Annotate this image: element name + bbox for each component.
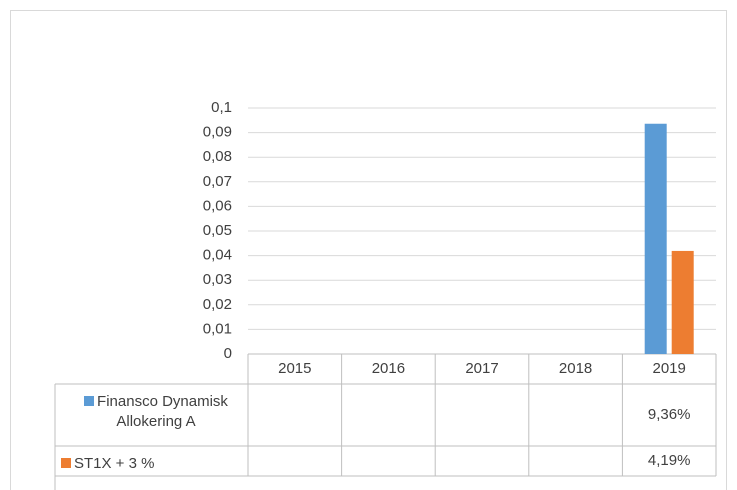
x-tick-label: 2017 [465,360,498,377]
y-tick-label: 0,04 [203,247,232,264]
legend-swatch [61,458,71,468]
legend-label: ST1X + 3 % [74,455,155,472]
y-tick-label: 0,07 [203,173,232,190]
y-tick-label: 0,08 [203,148,232,165]
y-tick-label: 0,1 [211,99,232,116]
x-tick-label: 2019 [653,360,686,377]
x-tick-label: 2016 [372,360,405,377]
legend-swatch [84,396,95,406]
chart-frame [10,10,727,490]
y-tick-label: 0,03 [203,271,232,288]
y-tick-label: 0,02 [203,296,232,313]
x-tick-label: 2015 [278,360,311,377]
legend-label: Finansco Dynamisk Allokering A [97,393,228,430]
bar [644,123,667,354]
y-tick-label: 0,09 [203,124,232,141]
legend-entry: ST1X + 3 % [61,454,251,474]
bar [671,250,694,354]
y-tick-label: 0,05 [203,222,232,239]
y-tick-label: 0 [224,345,232,362]
legend-entry: Finansco Dynamisk Allokering A [61,392,251,432]
table-value: 4,19% [648,452,691,469]
y-tick-label: 0,06 [203,197,232,214]
x-tick-label: 2018 [559,360,592,377]
y-tick-label: 0,01 [203,320,232,337]
table-value: 9,36% [648,406,691,423]
